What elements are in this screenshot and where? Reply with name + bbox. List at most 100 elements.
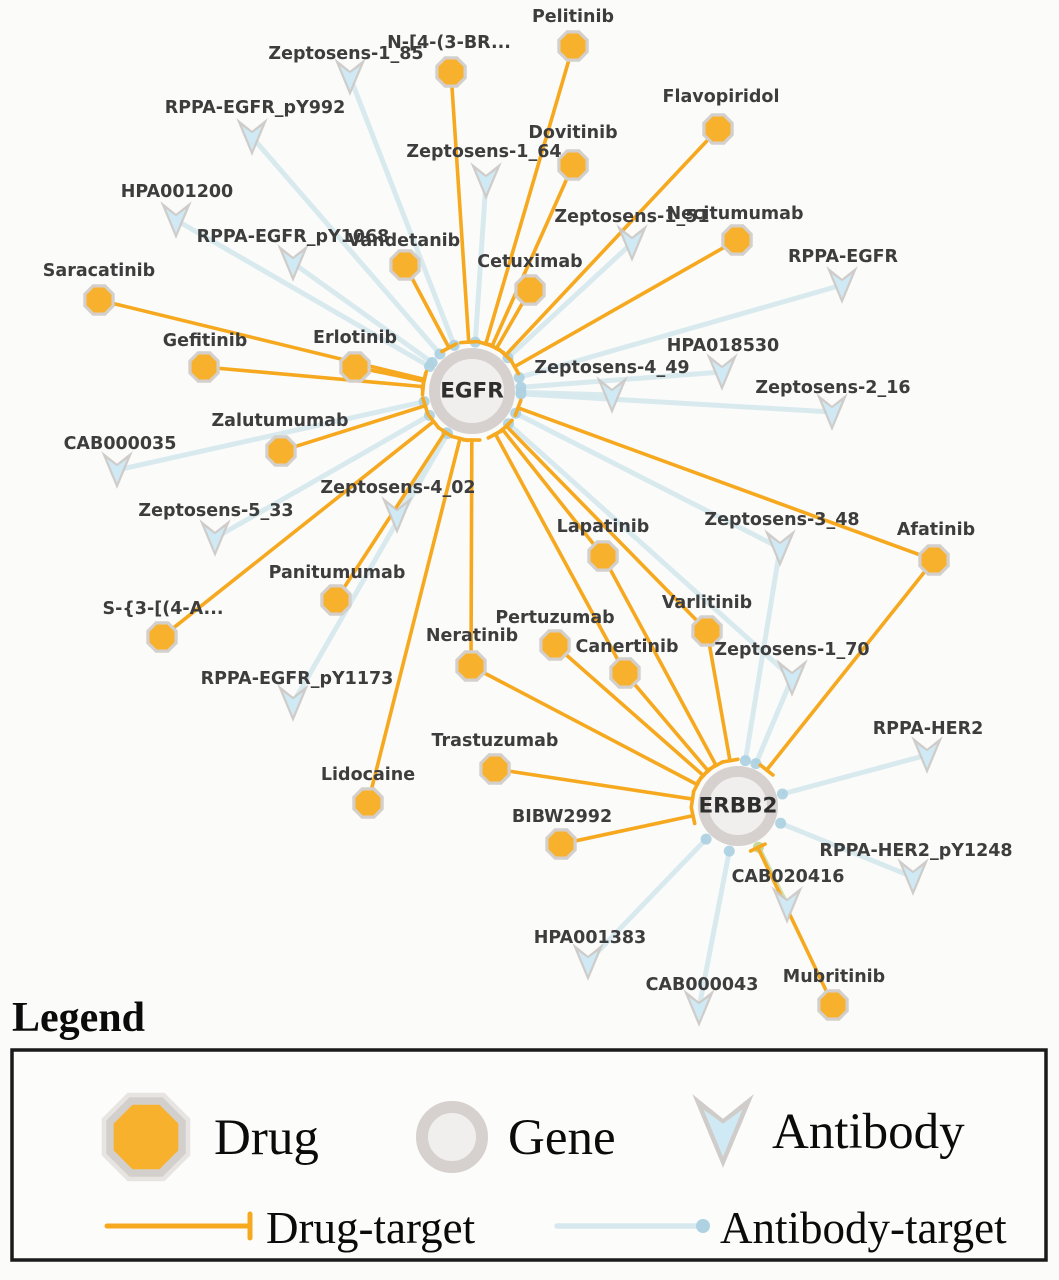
edge-varlitinib-egfr: [498, 418, 700, 623]
antibody-node-cab000043[interactable]: [683, 989, 715, 1027]
gene-node-egfr[interactable]: [429, 348, 515, 434]
drug-node-afatinib[interactable]: [918, 544, 950, 576]
gene-node-erbb2[interactable]: [698, 766, 778, 846]
antibody-node-rppa_egfr_py1068[interactable]: [277, 244, 309, 282]
drug-node-pertuzumab[interactable]: [539, 629, 571, 661]
antibody-label-hpa001200: HPA001200: [121, 182, 233, 202]
antibody-label-cab000035: CAB000035: [64, 434, 177, 454]
labels-layer: EGFR ERBB2 Pelitinib N-[4-(3-BR... Flavopiri…: [43, 7, 1013, 995]
antibody-label-rppa_egfr_py1068: RPPA-EGFR_pY1068: [197, 227, 390, 247]
edge-neratinib-egfr: [462, 438, 482, 654]
edge-zeptosens_1_70-erbb2: [750, 677, 795, 770]
gene-label-erbb2: ERBB2: [699, 794, 778, 819]
legend-antibody-target-label: Antibody-target: [720, 1203, 1007, 1253]
drug-label-necitumumab: Necitumumab: [667, 204, 804, 224]
antibody-label-zeptosens_1_70: Zeptosens-1_70: [714, 640, 869, 660]
antibody-label-zeptosens_4_49: Zeptosens-4_49: [534, 358, 689, 378]
drug-label-trastuzumab: Trastuzumab: [432, 731, 559, 751]
drug-label-zalutumumab: Zalutumumab: [211, 411, 348, 431]
antibody-node-hpa001200[interactable]: [160, 201, 192, 239]
antibody-node-hpa018530[interactable]: [706, 353, 738, 391]
legend-gene-swatch: [416, 1101, 488, 1173]
antibody-label-cab000043: CAB000043: [646, 975, 759, 995]
drug-node-flavopiridol[interactable]: [702, 113, 734, 145]
legend-gene-label: Gene: [508, 1110, 616, 1166]
edge-n4_3br-egfr: [450, 84, 479, 345]
antibody-node-cab020416[interactable]: [771, 886, 803, 924]
antibody-node-zeptosens_1_85[interactable]: [334, 58, 366, 96]
antibody-node-hpa001383[interactable]: [572, 943, 604, 981]
drug-node-s3_4a[interactable]: [146, 621, 178, 653]
antibody-node-zeptosens_1_70[interactable]: [776, 659, 808, 697]
edge-rppa_egfr_py1068-egfr: [291, 260, 438, 368]
edge-zalutumumab-egfr: [292, 396, 430, 449]
drug-label-varlitinib: Varlitinib: [662, 593, 752, 613]
legend-drug-swatch: [101, 1092, 191, 1182]
drug-node-lapatinib[interactable]: [587, 540, 619, 572]
edge-hpa001383-erbb2: [586, 833, 712, 964]
antibody-node-rppa_her2_py1248[interactable]: [897, 858, 929, 896]
antibody-label-zeptosens_2_16: Zeptosens-2_16: [755, 378, 910, 398]
drug-node-n4_3br[interactable]: [435, 56, 467, 88]
drug-node-necitumumab[interactable]: [721, 224, 753, 256]
antibody-node-zeptosens_3_48[interactable]: [764, 529, 796, 567]
drug-node-zalutumumab[interactable]: [265, 435, 297, 467]
edge-zeptosens_3_48-erbb2: [739, 547, 783, 767]
antibody-label-zeptosens_5_33: Zeptosens-5_33: [138, 501, 293, 521]
antibody-node-cab000035[interactable]: [101, 451, 133, 489]
antibody-node-zeptosens_4_49[interactable]: [596, 376, 628, 414]
drug-node-bibw2992[interactable]: [545, 828, 577, 860]
drug-node-dovitinib[interactable]: [557, 149, 589, 181]
drug-label-bibw2992: BIBW2992: [512, 807, 612, 827]
edge-necitumumab-egfr: [508, 245, 727, 376]
antibody-node-zeptosens_2_16[interactable]: [816, 393, 848, 431]
drug-node-trastuzumab[interactable]: [479, 753, 511, 785]
antibody-label-rppa_her2: RPPA-HER2: [873, 719, 984, 739]
drug-node-erlotinib[interactable]: [339, 351, 371, 383]
drug-node-canertinib[interactable]: [609, 657, 641, 689]
edge-afatinib-egfr: [513, 398, 923, 557]
legend-antibody-swatch: [692, 1094, 754, 1168]
drug-node-mubritinib[interactable]: [817, 989, 849, 1021]
antibody-label-zeptosens_3_48: Zeptosens-3_48: [704, 510, 859, 530]
antibody-node-rppa_her2[interactable]: [911, 736, 943, 774]
drug-node-gefitinib[interactable]: [188, 351, 220, 383]
drug-node-varlitinib[interactable]: [691, 615, 723, 647]
drug-node-neratinib[interactable]: [455, 650, 487, 682]
antibody-label-rppa_her2_py1248: RPPA-HER2_pY1248: [819, 841, 1012, 861]
edge-zeptosens_2_16-egfr: [515, 388, 833, 415]
drug-node-cetuximab[interactable]: [514, 274, 546, 306]
antibody-node-zeptosens_4_02[interactable]: [381, 496, 413, 534]
drug-node-pelitinib[interactable]: [557, 30, 589, 62]
antibody-node-zeptosens_5_33[interactable]: [199, 519, 231, 557]
antibody-node-rppa_egfr_py992[interactable]: [236, 118, 268, 156]
drug-node-panitumumab[interactable]: [320, 584, 352, 616]
edge-rppa_her2_py1248-erbb2: [775, 817, 914, 880]
drug-label-flavopiridol: Flavopiridol: [663, 87, 780, 107]
antibody-node-zeptosens_1_51[interactable]: [616, 224, 648, 262]
edge-s3_4a-egfr: [171, 413, 441, 631]
legend-drug-target-label: Drug-target: [266, 1203, 476, 1253]
edge-varlitinib-erbb2: [707, 642, 740, 764]
edge-canertinib-erbb2: [632, 681, 717, 778]
drug-label-lapatinib: Lapatinib: [557, 517, 650, 537]
antibody-node-rppa_egfr[interactable]: [826, 266, 858, 304]
drug-node-lidocaine[interactable]: [352, 787, 384, 819]
antibody-node-rppa_egfr_py1173[interactable]: [277, 684, 309, 722]
drug-node-vandetanib[interactable]: [389, 249, 421, 281]
drug-label-n4_3br: N-[4-(3-BR...: [387, 33, 511, 53]
drug-node-saracatinib[interactable]: [83, 284, 115, 316]
edge-saracatinib-egfr: [110, 301, 429, 389]
antibody-node-zeptosens_1_64[interactable]: [470, 162, 502, 200]
antibody-label-rppa_egfr: RPPA-EGFR: [788, 247, 899, 267]
legend-antibody-label: Antibody: [772, 1104, 965, 1160]
nodes-layer: [83, 30, 950, 1027]
drug-label-s3_4a: S-{3-[(4-A...: [102, 599, 223, 619]
drug-label-dovitinib: Dovitinib: [528, 123, 617, 143]
legend-title: Legend: [12, 995, 145, 1041]
edge-rppa_her2-erbb2: [776, 752, 928, 800]
antibody-label-zeptosens_1_51: Zeptosens-1_51: [554, 207, 709, 227]
legend: Legend Drug Gene Antibody Drug-target An…: [10, 995, 1048, 1262]
